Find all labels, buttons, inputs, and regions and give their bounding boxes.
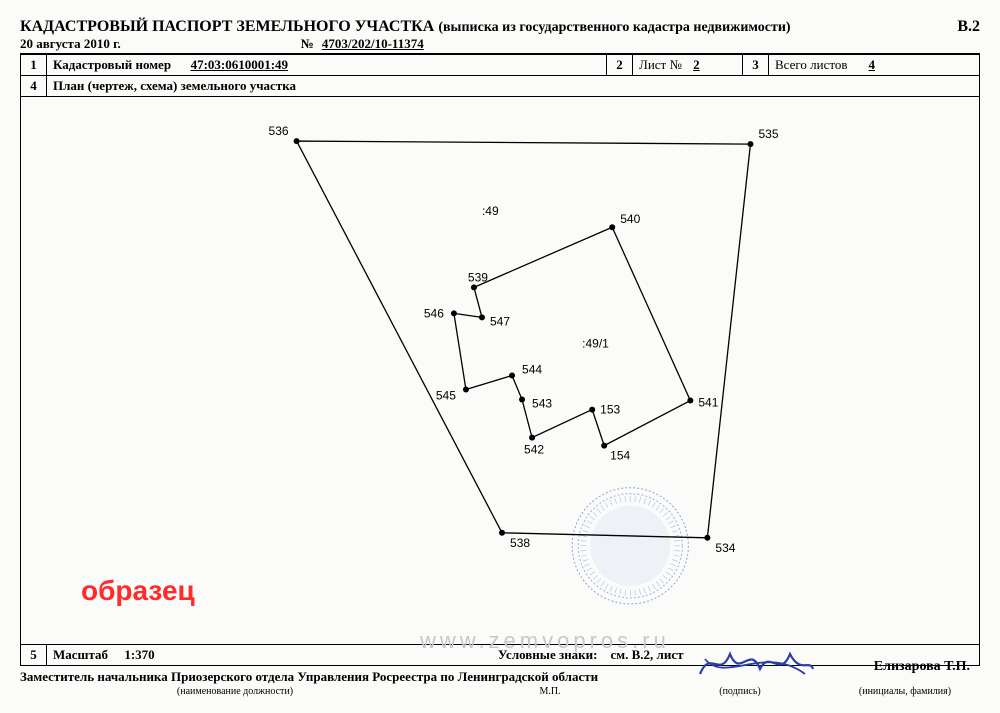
cell-1: 1 (21, 55, 47, 76)
footer: Заместитель начальника Приозерского отде… (20, 669, 980, 697)
plan-cell: 536 535 534 538 540 541 154 153 542 543 544 545 546… (21, 97, 980, 645)
page-code: В.2 (957, 18, 980, 36)
svg-text:539: 539 (468, 270, 488, 284)
sheet-value: 2 (685, 57, 708, 72)
caption-name: (инициалы, фамилия) (830, 686, 980, 697)
total-value: 4 (861, 57, 884, 72)
legend-label: Условные знаки: (498, 647, 598, 662)
scale-label: Масштаб (53, 647, 108, 662)
legend-value: см. В.2, лист (611, 647, 684, 662)
cadastral-label: Кадастровый номер (53, 57, 171, 72)
doc-subtitle: (выписка из государственного кадастра не… (438, 20, 790, 36)
cadastral-value: 47:03:0610001:49 (191, 57, 289, 72)
meta-table: 1 Кадастровый номер 47:03:0610001:49 2 Л… (20, 54, 980, 666)
svg-text:546: 546 (424, 306, 444, 320)
footer-surname: Елизарова Т.П. (874, 659, 970, 675)
signature (695, 639, 815, 689)
svg-text:536: 536 (269, 124, 289, 138)
svg-text:538: 538 (510, 536, 530, 550)
cell-2: 2 (607, 55, 633, 76)
plan-svg: 536 535 534 538 540 541 154 153 542 543 544 545 546… (21, 97, 979, 644)
doc-date: 20 августа 2010 г. (20, 36, 121, 52)
cell-5: 5 (21, 645, 47, 666)
svg-text::49/1: :49/1 (582, 336, 609, 350)
svg-text:153: 153 (600, 403, 620, 417)
doc-number-symbol: № (301, 36, 314, 52)
svg-text:545: 545 (436, 389, 456, 403)
svg-text:535: 535 (758, 127, 778, 141)
plan-label: План (чертеж, схема) земельного участка (47, 76, 980, 97)
svg-text:543: 543 (532, 397, 552, 411)
sheet-cell: Лист № 2 (633, 55, 743, 76)
sample-overlay: образец (81, 575, 195, 607)
doc-number: 4703/202/10-11374 (322, 36, 424, 52)
scale-value: 1:370 (124, 647, 154, 662)
cell-3: 3 (743, 55, 769, 76)
svg-text:544: 544 (522, 363, 542, 377)
svg-text:547: 547 (490, 314, 510, 328)
svg-text:534: 534 (715, 541, 735, 555)
cadastral-cell: Кадастровый номер 47:03:0610001:49 (47, 55, 607, 76)
scale-cell: Масштаб 1:370 Условные знаки: см. В.2, л… (47, 645, 980, 666)
svg-text:154: 154 (610, 449, 630, 463)
cell-4: 4 (21, 76, 47, 97)
footer-position: Заместитель начальника Приозерского отде… (20, 669, 980, 685)
total-cell: Всего листов 4 (769, 55, 980, 76)
svg-text:541: 541 (698, 396, 718, 410)
svg-text::49: :49 (482, 204, 499, 218)
svg-text:542: 542 (524, 443, 544, 457)
sheet-label: Лист № (639, 57, 682, 72)
svg-text:540: 540 (620, 212, 640, 226)
caption-position: (наименование должности) (20, 686, 450, 697)
doc-title: КАДАСТРОВЫЙ ПАСПОРТ ЗЕМЕЛЬНОГО УЧАСТКА (20, 18, 434, 36)
total-label: Всего листов (775, 57, 848, 72)
caption-mp: М.П. (450, 686, 650, 697)
